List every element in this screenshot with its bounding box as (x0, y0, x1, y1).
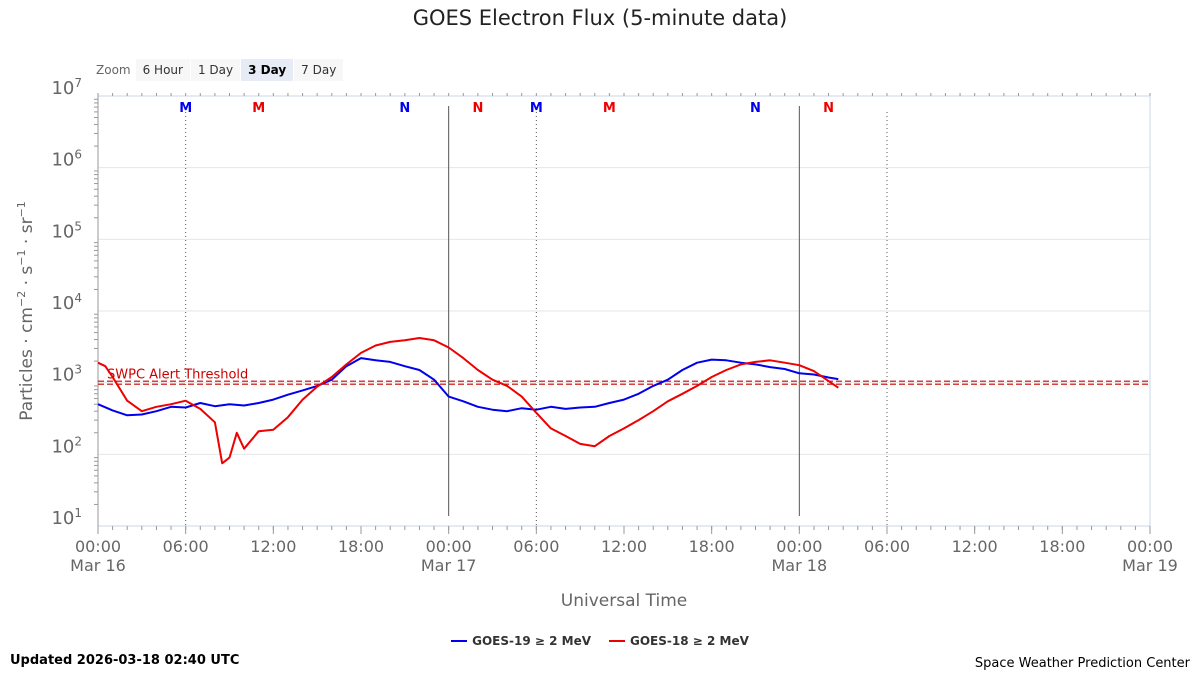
zoom-6-hour-button[interactable]: 6 Hour (135, 59, 190, 81)
chart-title: GOES Electron Flux (5-minute data) (412, 6, 788, 30)
zoom-label: Zoom (96, 63, 131, 77)
y-tick-label: 102 (51, 434, 82, 457)
series-line-goes18 (97, 337, 839, 465)
x-tick-label: 00:00 (426, 537, 472, 556)
y-axis-title: Particles · cm−2 · s−1 · sr−1 (15, 201, 37, 421)
y-tick-label: 106 (51, 148, 82, 171)
legend-swatch-goes18 (609, 640, 625, 642)
x-tick-label: 18:00 (1039, 537, 1085, 556)
x-tick-date-label: Mar 17 (421, 556, 477, 575)
x-tick-date-label: Mar 19 (1122, 556, 1178, 575)
x-axis-title: Universal Time (561, 591, 687, 611)
x-tick-label: 12:00 (250, 537, 296, 556)
x-tick-date-label: Mar 16 (70, 556, 126, 575)
legend-label-goes19: GOES-19 ≥ 2 MeV (472, 634, 591, 648)
updated-timestamp: Updated 2026-03-18 02:40 UTC (10, 653, 240, 668)
zoom-7-day-button[interactable]: 7 Day (294, 59, 344, 81)
x-tick-label: 00:00 (75, 537, 121, 556)
marker-label: N (472, 101, 483, 116)
y-tick-label: 101 (51, 506, 82, 529)
series-line-goes19 (97, 357, 839, 417)
x-tick-label: 18:00 (689, 537, 735, 556)
x-tick-date-label: Mar 18 (772, 556, 828, 575)
zoom-1-day-button[interactable]: 1 Day (190, 59, 241, 81)
marker-label: M (603, 101, 616, 116)
x-tick-label: 18:00 (338, 537, 384, 556)
y-tick-label: 107 (51, 76, 82, 99)
legend-label-goes18: GOES-18 ≥ 2 MeV (630, 634, 749, 648)
x-tick-label: 06:00 (513, 537, 559, 556)
credits-text: Space Weather Prediction Center (974, 656, 1190, 671)
threshold-label: SWPC Alert Threshold (107, 368, 248, 383)
x-tick-label: 12:00 (601, 537, 647, 556)
x-tick-label: 12:00 (952, 537, 998, 556)
chart-legend: GOES-19 ≥ 2 MeV GOES-18 ≥ 2 MeV (0, 634, 1200, 648)
marker-label: N (750, 101, 761, 116)
zoom-toolbar: Zoom 6 Hour 1 Day 3 Day 7 Day (96, 58, 344, 82)
legend-item-goes19[interactable]: GOES-19 ≥ 2 MeV (451, 634, 591, 648)
legend-swatch-goes19 (451, 640, 468, 642)
zoom-3-day-button[interactable]: 3 Day (241, 59, 294, 81)
marker-label: M (252, 101, 265, 116)
marker-label: M (179, 101, 192, 116)
marker-label: M (530, 101, 543, 116)
marker-label: N (399, 101, 410, 116)
x-tick-label: 00:00 (776, 537, 822, 556)
x-tick-label: 06:00 (864, 537, 910, 556)
marker-label: N (823, 101, 834, 116)
x-tick-label: 00:00 (1127, 537, 1173, 556)
x-tick-label: 06:00 (163, 537, 209, 556)
y-tick-label: 105 (51, 219, 82, 242)
y-tick-label: 103 (51, 363, 82, 386)
y-tick-label: 104 (51, 291, 82, 314)
legend-item-goes18[interactable]: GOES-18 ≥ 2 MeV (609, 634, 749, 648)
